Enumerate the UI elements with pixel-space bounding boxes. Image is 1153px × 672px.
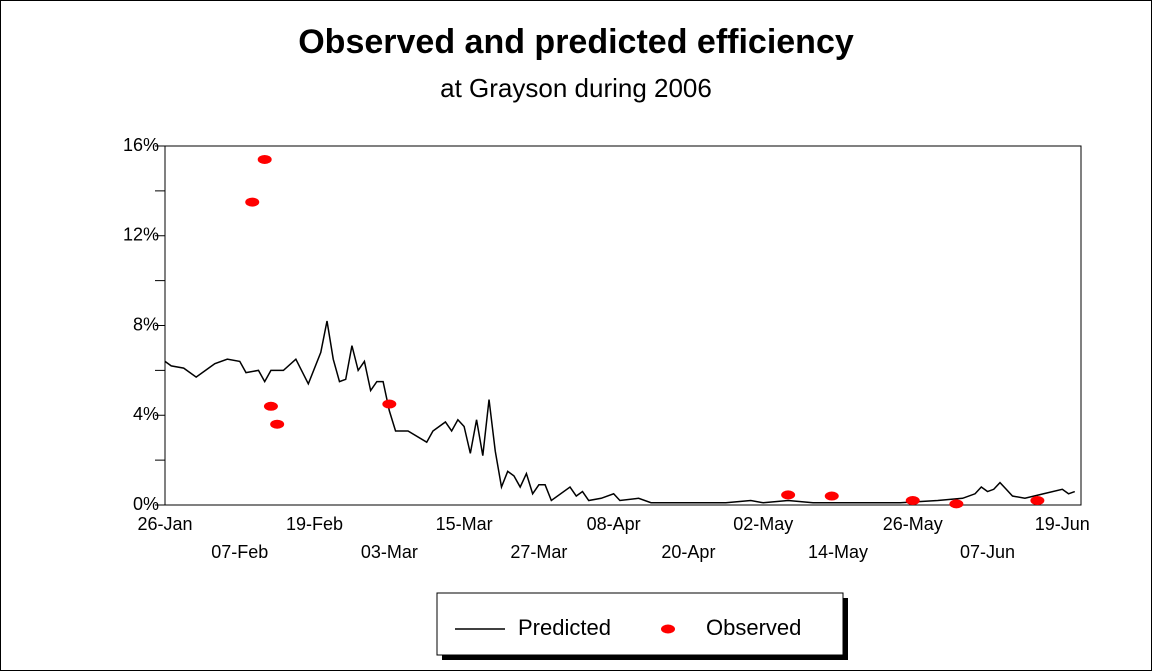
observed-point	[257, 154, 272, 164]
legend-swatch	[661, 624, 675, 634]
x-tick-label: 03-Mar	[361, 542, 418, 562]
predicted-line	[164, 320, 1076, 504]
x-tick-label: 14-May	[808, 542, 868, 562]
observed-point	[781, 490, 796, 500]
x-tick-label: 19-Feb	[286, 514, 343, 534]
x-tick-label: 26-Jan	[137, 514, 192, 534]
observed-point	[905, 496, 920, 506]
observed-point	[263, 401, 278, 411]
y-tick-label: 8%	[133, 314, 159, 334]
y-tick-label: 16%	[123, 135, 159, 155]
legend-label: Predicted	[518, 615, 611, 640]
observed-point	[245, 197, 260, 207]
x-tick-label: 26-May	[883, 514, 943, 534]
legend-label: Observed	[706, 615, 801, 640]
observed-point	[949, 499, 964, 509]
x-tick-label: 20-Apr	[661, 542, 715, 562]
x-tick-label: 19-Jun	[1035, 514, 1090, 534]
y-tick-label: 0%	[133, 494, 159, 514]
chart-title: Observed and predicted efficiency	[298, 23, 854, 61]
x-tick-label: 07-Feb	[211, 542, 268, 562]
legend	[436, 592, 844, 656]
observed-point	[270, 419, 285, 429]
observed-point	[1030, 496, 1045, 506]
y-tick-label: 4%	[133, 404, 159, 424]
y-tick-label: 12%	[123, 225, 159, 245]
x-tick-label: 07-Jun	[960, 542, 1015, 562]
observed-point	[382, 399, 397, 409]
x-tick-label: 27-Mar	[510, 542, 567, 562]
observed-point	[824, 491, 839, 501]
x-tick-label: 02-May	[733, 514, 793, 534]
x-tick-label: 08-Apr	[587, 514, 641, 534]
chart-subtitle: at Grayson during 2006	[440, 73, 712, 103]
x-tick-label: 15-Mar	[436, 514, 493, 534]
